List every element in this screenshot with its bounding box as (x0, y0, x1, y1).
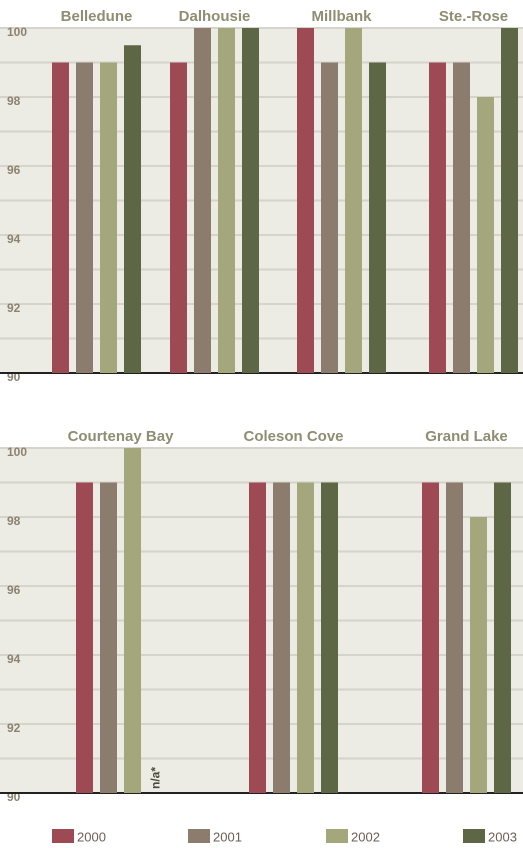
bar (218, 28, 235, 373)
y-tick-label: 100 (7, 25, 27, 39)
bar (170, 62, 187, 373)
bar (501, 28, 518, 373)
bar (124, 448, 141, 793)
group-label: Belledune (61, 8, 133, 25)
legend-label: 2001 (213, 829, 242, 844)
bar (345, 28, 362, 373)
y-tick-label: 98 (7, 94, 21, 108)
bar (273, 482, 290, 793)
legend-swatch (463, 829, 485, 843)
bar (422, 482, 439, 793)
bar (477, 97, 494, 373)
legend-label: 2000 (77, 829, 106, 844)
legend-swatch (326, 829, 348, 843)
group-label: Grand Lake (425, 428, 508, 445)
y-tick-label: 96 (7, 583, 21, 597)
bar (297, 28, 314, 373)
y-tick-label: 92 (7, 721, 21, 735)
group-label: Courtenay Bay (68, 428, 175, 445)
legend-swatch (52, 829, 74, 843)
y-tick-label: 92 (7, 301, 21, 315)
group-label: Dalhousie (179, 8, 251, 25)
group-label: Ste.-Rose (439, 8, 508, 25)
bar (297, 482, 314, 793)
bar (446, 482, 463, 793)
y-tick-label: 94 (7, 652, 21, 666)
bar (249, 482, 266, 793)
bar (453, 62, 470, 373)
bar (76, 62, 93, 373)
bar (470, 517, 487, 793)
bar (494, 482, 511, 793)
bar (242, 28, 259, 373)
bar (124, 45, 141, 373)
bar (194, 28, 211, 373)
legend-label: 2002 (351, 829, 380, 844)
group-label: Millbank (311, 8, 372, 25)
y-tick-label: 100 (7, 445, 27, 459)
bar (100, 62, 117, 373)
group-label: Coleson Cove (243, 428, 343, 445)
bar (321, 482, 338, 793)
bar (321, 62, 338, 373)
legend-swatch (188, 829, 210, 843)
y-tick-label: 96 (7, 163, 21, 177)
y-tick-label: 98 (7, 514, 21, 528)
legend-label: 2003 (488, 829, 517, 844)
bar (100, 482, 117, 793)
y-tick-label: 94 (7, 232, 21, 246)
bar (429, 62, 446, 373)
bar (369, 62, 386, 373)
bar (76, 482, 93, 793)
annotation: n/a* (149, 767, 163, 789)
bar (52, 62, 69, 373)
